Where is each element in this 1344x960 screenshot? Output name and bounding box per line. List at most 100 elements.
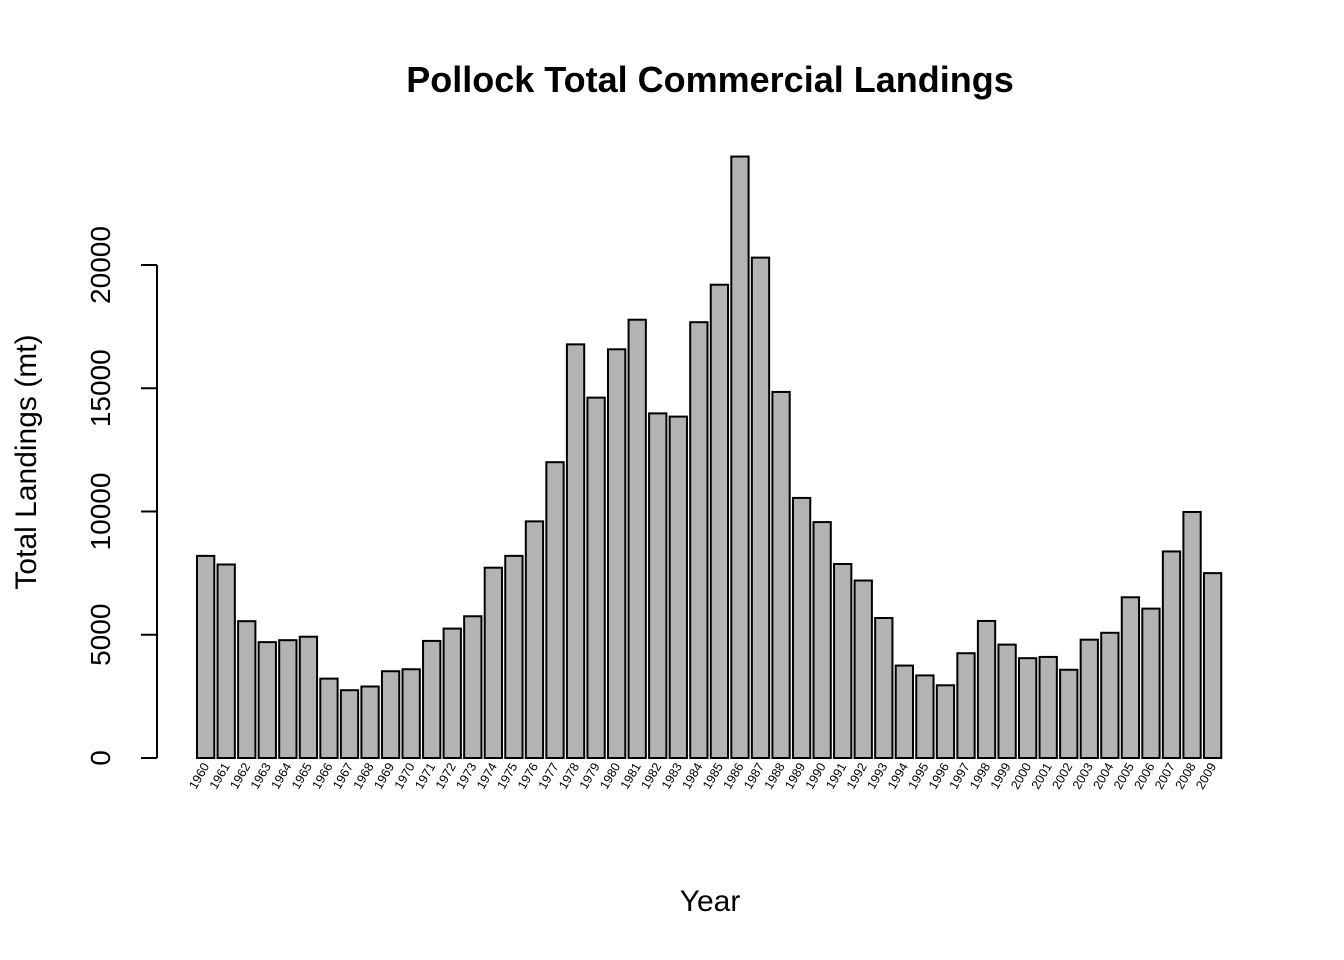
x-tick-label-2008: 2008 bbox=[1173, 760, 1199, 791]
bar-1993 bbox=[874, 616, 894, 759]
x-tick-label-1998: 1998 bbox=[967, 760, 993, 791]
bar-1982 bbox=[648, 412, 668, 759]
x-tick-label-1997: 1997 bbox=[947, 760, 973, 791]
bar-2006 bbox=[1141, 607, 1161, 759]
x-tick-label-1989: 1989 bbox=[782, 760, 808, 791]
bar-2008 bbox=[1182, 510, 1202, 759]
x-tick-label-1966: 1966 bbox=[310, 760, 336, 791]
bar-1970 bbox=[401, 668, 421, 760]
x-tick-label-1974: 1974 bbox=[474, 760, 500, 791]
bar-2001 bbox=[1038, 655, 1058, 759]
y-axis-title: Total Landings (mt) bbox=[10, 334, 43, 589]
x-tick-label-1968: 1968 bbox=[351, 760, 377, 791]
x-tick-label-1985: 1985 bbox=[700, 760, 726, 791]
bar-1991 bbox=[833, 563, 853, 759]
x-tick-label-1963: 1963 bbox=[248, 760, 274, 791]
x-tick-label-2002: 2002 bbox=[1049, 760, 1075, 791]
x-tick-label-1964: 1964 bbox=[268, 760, 294, 791]
x-tick-label-1983: 1983 bbox=[659, 760, 685, 791]
x-tick-label-1967: 1967 bbox=[330, 760, 356, 791]
x-tick-label-1980: 1980 bbox=[597, 760, 623, 791]
bar-2003 bbox=[1079, 638, 1099, 759]
bar-1967 bbox=[339, 689, 360, 760]
bars bbox=[196, 155, 1223, 760]
x-tick-label-1975: 1975 bbox=[494, 760, 520, 791]
x-tick-label-1971: 1971 bbox=[412, 760, 438, 791]
x-tick-label-1960: 1960 bbox=[186, 760, 212, 791]
bar-2000 bbox=[1018, 657, 1038, 759]
x-tick-label-1987: 1987 bbox=[741, 760, 767, 791]
x-tick-label-2000: 2000 bbox=[1008, 760, 1034, 791]
x-tick-label-1999: 1999 bbox=[988, 760, 1014, 791]
bar-1962 bbox=[237, 620, 257, 759]
y-axis: 0 5000 10000 15000 20000 bbox=[85, 226, 158, 766]
bar-1966 bbox=[319, 677, 339, 760]
bar-1984 bbox=[689, 321, 709, 759]
x-tick-label-1969: 1969 bbox=[371, 760, 397, 791]
chart-title: Pollock Total Commercial Landings bbox=[406, 59, 1013, 100]
bar-1960 bbox=[196, 554, 216, 759]
x-tick-label-2001: 2001 bbox=[1029, 760, 1055, 791]
bar-1977 bbox=[545, 461, 565, 759]
x-tick-label-1982: 1982 bbox=[638, 760, 664, 791]
x-tick-label-1992: 1992 bbox=[844, 760, 870, 791]
bar-2007 bbox=[1161, 550, 1182, 759]
bar-1978 bbox=[565, 343, 586, 759]
x-tick-label-1976: 1976 bbox=[515, 760, 541, 791]
x-tick-label-1991: 1991 bbox=[823, 760, 849, 791]
y-tick-label: 10000 bbox=[85, 473, 116, 551]
bar-1965 bbox=[298, 635, 319, 759]
x-tick-label-1993: 1993 bbox=[864, 760, 890, 791]
bar-1979 bbox=[586, 396, 606, 759]
bar-1964 bbox=[278, 639, 298, 759]
x-tick-label-1961: 1961 bbox=[207, 760, 233, 791]
y-tick-label: 5000 bbox=[85, 604, 116, 666]
bar-2005 bbox=[1120, 596, 1141, 760]
bar-1976 bbox=[524, 520, 545, 759]
bar-1997 bbox=[956, 652, 976, 759]
bar-1989 bbox=[791, 496, 812, 759]
bar-1969 bbox=[380, 670, 401, 759]
bar-1992 bbox=[853, 579, 873, 760]
bar-1983 bbox=[668, 415, 688, 759]
x-tick-label-1990: 1990 bbox=[803, 760, 829, 791]
bar-1987 bbox=[750, 256, 771, 759]
x-tick-label-1962: 1962 bbox=[227, 760, 253, 791]
bar-1972 bbox=[442, 627, 462, 760]
y-tick-label: 0 bbox=[85, 750, 116, 766]
x-tick-label-2005: 2005 bbox=[1111, 760, 1137, 791]
bar-1971 bbox=[422, 639, 442, 759]
x-tick-labels: 1960196119621963196419651966196719681969… bbox=[186, 760, 1219, 791]
x-tick-label-1988: 1988 bbox=[762, 760, 788, 791]
x-tick-label-2006: 2006 bbox=[1132, 760, 1158, 791]
x-tick-label-1979: 1979 bbox=[577, 760, 603, 791]
x-tick-label-1965: 1965 bbox=[289, 760, 315, 791]
bar-2002 bbox=[1059, 668, 1079, 759]
x-tick-label-1973: 1973 bbox=[453, 760, 479, 791]
bar-1981 bbox=[627, 318, 647, 759]
x-tick-label-1984: 1984 bbox=[679, 760, 705, 791]
bar-1998 bbox=[976, 619, 997, 760]
bar-1974 bbox=[483, 566, 504, 760]
x-axis-title: Year bbox=[680, 885, 741, 918]
bar-1975 bbox=[504, 554, 524, 759]
bar-1990 bbox=[812, 521, 832, 759]
x-tick-label-2007: 2007 bbox=[1152, 760, 1178, 791]
bar-1996 bbox=[935, 684, 956, 760]
x-tick-label-1970: 1970 bbox=[392, 760, 418, 791]
bar-1985 bbox=[709, 283, 730, 759]
bar-2004 bbox=[1100, 631, 1120, 760]
bar-1980 bbox=[607, 348, 627, 759]
x-tick-label-1981: 1981 bbox=[618, 760, 644, 791]
bar-2009 bbox=[1202, 572, 1223, 760]
bar-1988 bbox=[771, 390, 791, 759]
x-tick-label-2004: 2004 bbox=[1090, 760, 1116, 791]
bar-1968 bbox=[360, 685, 380, 760]
x-tick-label-1978: 1978 bbox=[556, 760, 582, 791]
x-tick-label-1972: 1972 bbox=[433, 760, 459, 791]
bar-1961 bbox=[216, 563, 236, 759]
bar-1963 bbox=[257, 641, 277, 760]
x-tick-label-1977: 1977 bbox=[536, 760, 562, 791]
x-tick-label-2003: 2003 bbox=[1070, 760, 1096, 791]
y-tick-label: 15000 bbox=[85, 349, 116, 427]
